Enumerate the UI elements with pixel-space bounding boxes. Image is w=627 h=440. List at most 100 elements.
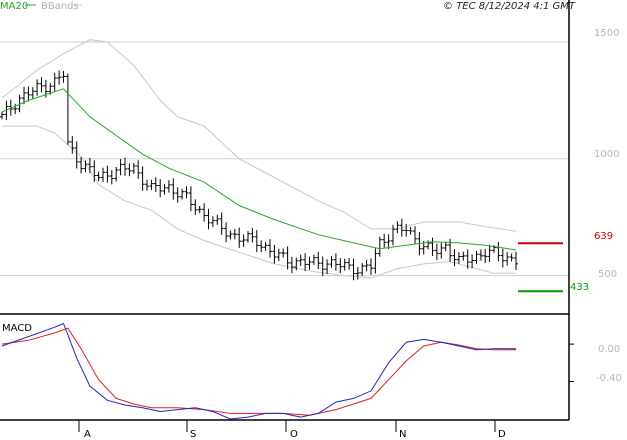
price-bar (105, 165, 110, 183)
macd-panel (1, 322, 574, 420)
price-bar (320, 256, 325, 276)
price-bar (483, 249, 488, 264)
support-resistance-levels (518, 242, 563, 293)
price-bar (298, 254, 303, 266)
price-bar (61, 71, 66, 83)
price-bar (202, 203, 207, 222)
price-bar (123, 157, 127, 176)
price-bar (101, 167, 105, 182)
price-bar (140, 166, 145, 191)
price-bar (74, 141, 79, 169)
price-bar (52, 72, 57, 92)
x-label-dec: D (498, 429, 506, 440)
price-bar (228, 230, 233, 240)
price-bar (136, 160, 141, 179)
bbands-upper-line (1, 39, 517, 232)
price-bar (22, 86, 26, 105)
bbands-lower-line (2, 125, 516, 279)
price-bar (470, 254, 475, 269)
price-bar (65, 73, 70, 145)
macd-y-tick-neg040: -0.40 (596, 373, 622, 384)
price-bar (109, 170, 114, 185)
price-bar (184, 186, 189, 199)
price-bar (303, 253, 308, 272)
price-bar (175, 187, 180, 203)
price-bar (149, 179, 154, 190)
price-bar (131, 163, 136, 174)
price-bar (158, 179, 163, 198)
price-bar (338, 258, 343, 274)
price-bar (434, 243, 439, 261)
support-label: 433 (570, 282, 589, 293)
price-bar (351, 258, 356, 281)
price-bar (289, 256, 294, 274)
price-bar (87, 157, 92, 174)
price-bar (193, 199, 198, 215)
price-bar (360, 263, 365, 276)
price-bar (259, 240, 264, 253)
bbands-legend-label: BBands (41, 1, 79, 12)
price-bar (13, 103, 18, 114)
price-bar (395, 221, 400, 234)
x-label-aug: A (84, 429, 91, 440)
price-bar (26, 86, 31, 102)
price-bar (487, 244, 492, 262)
copyright-text: © TEC 8/12/2024 4:1 GMT (443, 1, 576, 12)
price-bar (386, 234, 391, 249)
price-bar (114, 167, 119, 182)
price-bar (316, 251, 321, 269)
price-bar (180, 188, 185, 200)
price-bar (461, 251, 466, 261)
price-bar (224, 222, 229, 243)
price-bar (166, 180, 171, 193)
price-bar (342, 258, 347, 271)
price-bar (509, 253, 514, 262)
price-bar (307, 256, 312, 270)
x-axis-month-labels: A S O N D (78, 420, 506, 440)
price-bar (39, 77, 44, 93)
price-bar (281, 248, 286, 258)
macd-line (1, 322, 516, 420)
price-bar (478, 249, 483, 261)
price-bar (439, 242, 444, 259)
price-bar (377, 236, 382, 257)
bollinger-bands (1, 39, 517, 279)
y-tick-1500: 1500 (594, 28, 619, 39)
price-bar (70, 136, 75, 154)
price-bar (347, 258, 352, 270)
price-bar (474, 250, 479, 264)
price-bar (96, 171, 101, 182)
price-bar (145, 179, 149, 191)
price-bar (311, 254, 316, 265)
price-bar (79, 157, 84, 174)
price-bar (206, 208, 211, 230)
price-bar (210, 216, 215, 228)
price-gridlines (0, 41, 569, 277)
price-bar (500, 248, 505, 268)
price-bar (171, 178, 176, 200)
price-bar (92, 160, 97, 182)
price-bar (263, 241, 268, 251)
price-bar (391, 224, 395, 246)
price-bar (452, 249, 457, 267)
x-label-oct: O (290, 429, 298, 440)
price-bar (404, 224, 409, 237)
price-bar (364, 259, 369, 272)
price-bar (355, 267, 360, 280)
price-bar (373, 248, 378, 274)
price-bar (430, 237, 435, 256)
price-bar (333, 253, 338, 271)
price-bar (83, 160, 88, 173)
macd-y-tick-0: 0.00 (598, 344, 620, 355)
price-bar (465, 249, 470, 269)
x-label-nov: N (399, 429, 406, 440)
ma20-line (1, 88, 517, 251)
price-bar (294, 257, 299, 271)
price-bar (241, 234, 246, 247)
y-tick-500: 500 (598, 269, 617, 280)
price-bar (276, 248, 281, 262)
price-bar (325, 259, 330, 274)
price-bar (456, 252, 461, 264)
price-bar (408, 226, 413, 235)
